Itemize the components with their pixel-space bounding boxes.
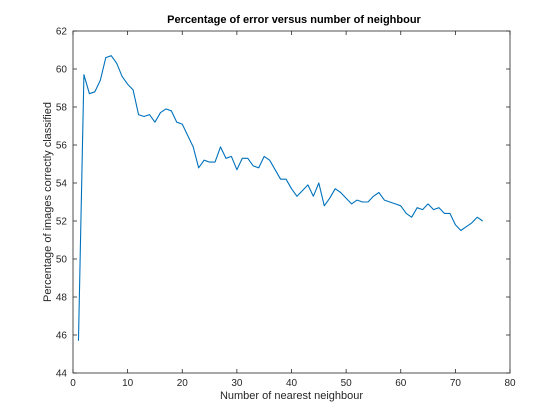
y-tick-label: 46 (56, 331, 68, 342)
plot-area (72, 30, 511, 374)
x-tick-label: 40 (286, 378, 298, 389)
x-tick-label: 20 (177, 378, 189, 389)
y-tick-label: 54 (56, 179, 68, 190)
y-tick-label: 56 (56, 141, 68, 152)
x-tick-label: 60 (395, 378, 407, 389)
x-axis-label: Number of nearest neighbour (220, 390, 363, 402)
y-tick-label: 60 (56, 65, 68, 76)
y-tick-label: 58 (56, 103, 68, 114)
axis-ticks: 0 10 20 30 40 50 60 70 80 44 46 48 50 52 54 56 58 60 62 (56, 27, 516, 390)
x-tick-label: 50 (341, 378, 353, 389)
x-tick-label: 0 (70, 378, 76, 389)
y-tick-label: 52 (56, 217, 68, 228)
y-tick-label: 62 (56, 27, 68, 38)
x-tick-label: 10 (122, 378, 134, 389)
y-tick-label: 44 (56, 369, 68, 380)
x-tick-label: 80 (504, 378, 516, 389)
y-axis-label: Percentage of images correctly classifie… (42, 102, 54, 302)
x-tick-label: 70 (450, 378, 462, 389)
x-tick-label: 30 (231, 378, 243, 389)
series-line (77, 55, 484, 341)
y-tick-label: 48 (56, 293, 68, 304)
y-tick-label: 50 (56, 255, 68, 266)
chart-title: Percentage of error versus number of nei… (167, 14, 421, 26)
series-group (77, 55, 484, 341)
